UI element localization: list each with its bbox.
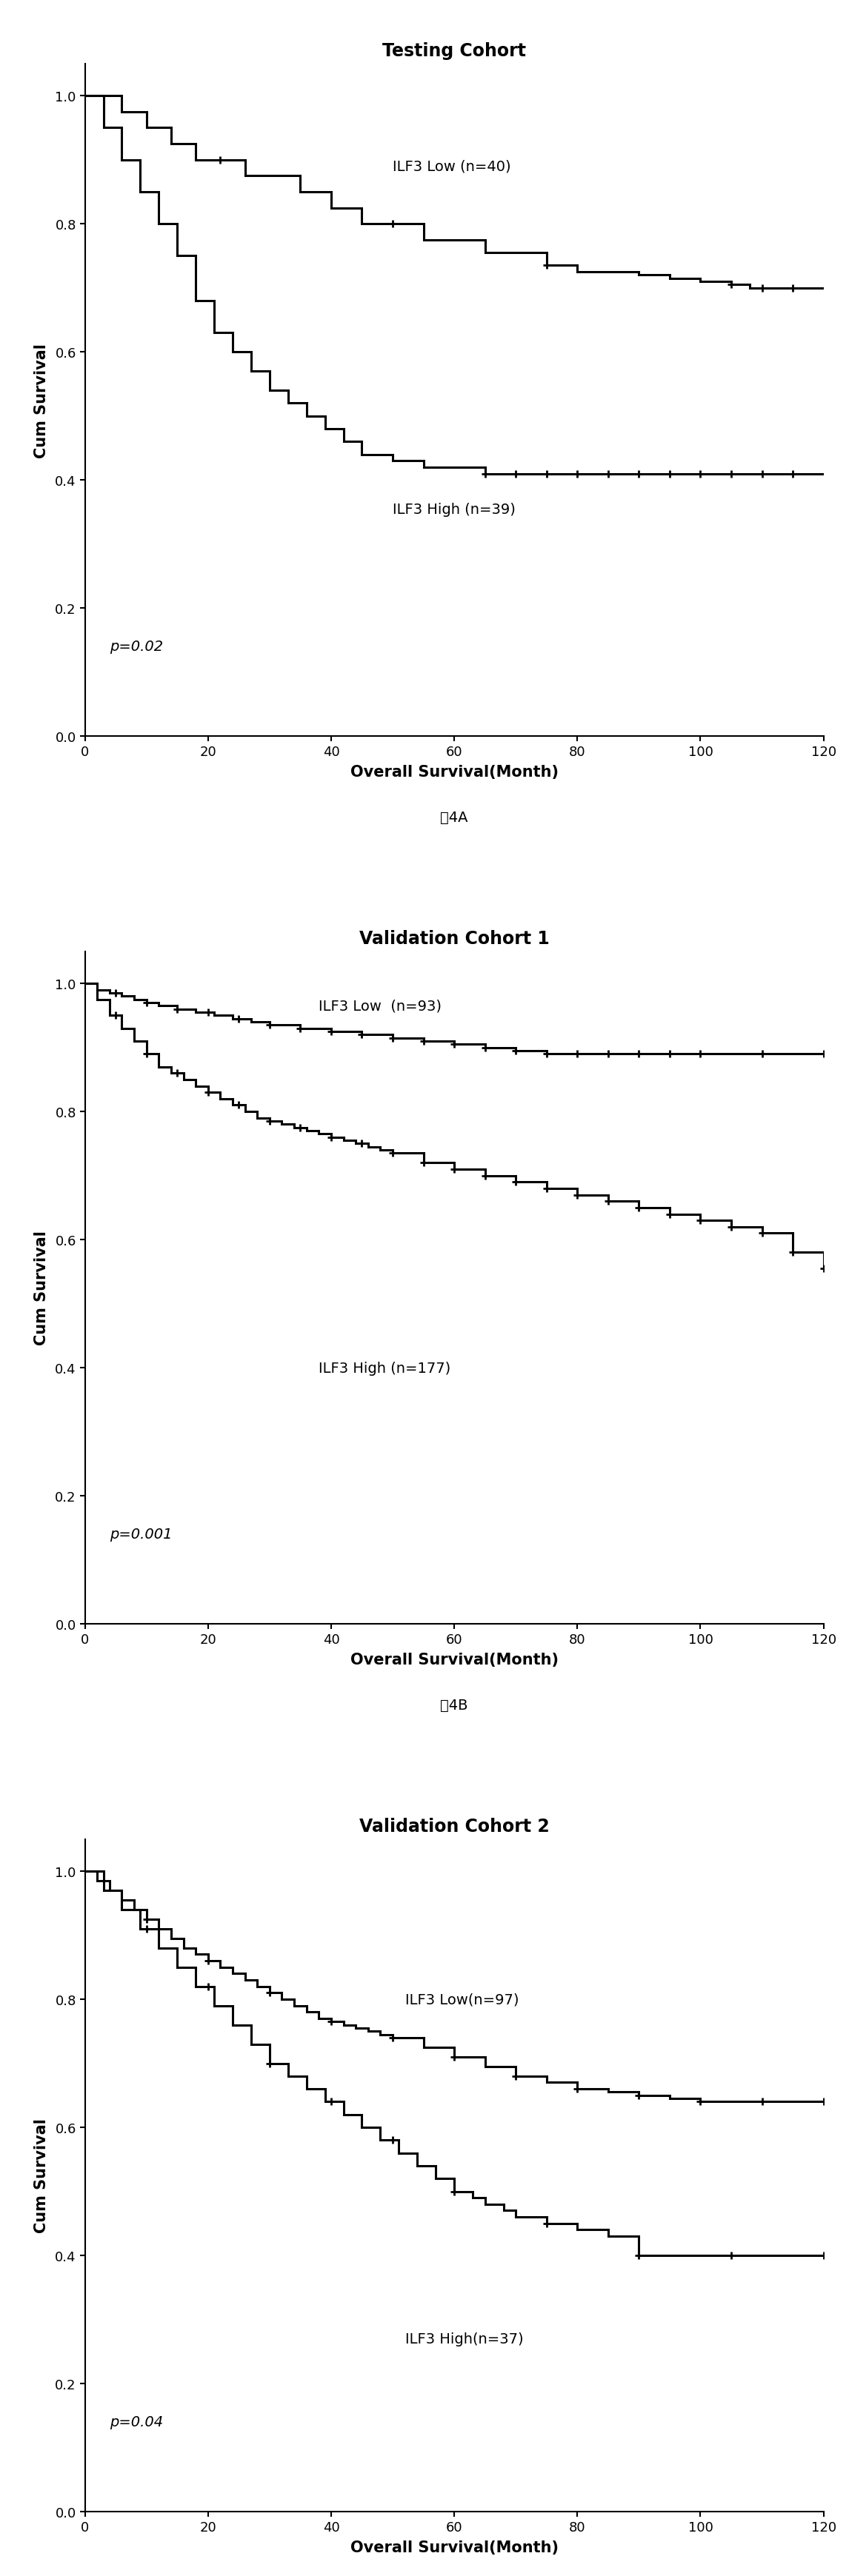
Text: ILF3 High (n=39): ILF3 High (n=39) [392,502,515,515]
Text: p=0.04: p=0.04 [110,2414,163,2429]
Y-axis label: Cum Survival: Cum Survival [34,2117,49,2233]
Title: Validation Cohort 1: Validation Cohort 1 [359,930,549,948]
Text: 图4B: 图4B [441,1698,468,1713]
Text: ILF3 Low(n=97): ILF3 Low(n=97) [405,1991,519,2007]
Text: 图4A: 图4A [441,811,468,824]
X-axis label: Overall Survival(Month): Overall Survival(Month) [350,765,559,781]
Title: Validation Cohort 2: Validation Cohort 2 [359,1816,549,1834]
Text: ILF3 Low (n=40): ILF3 Low (n=40) [392,160,511,173]
Y-axis label: Cum Survival: Cum Survival [34,343,49,459]
X-axis label: Overall Survival(Month): Overall Survival(Month) [350,1651,559,1667]
Text: ILF3 Low  (n=93): ILF3 Low (n=93) [319,999,441,1012]
Title: Testing Cohort: Testing Cohort [382,41,526,59]
Text: ILF3 High(n=37): ILF3 High(n=37) [405,2331,523,2347]
Text: p=0.001: p=0.001 [110,1528,172,1540]
Text: ILF3 High (n=177): ILF3 High (n=177) [319,1360,451,1376]
Text: p=0.02: p=0.02 [110,639,163,654]
X-axis label: Overall Survival(Month): Overall Survival(Month) [350,2540,559,2555]
Y-axis label: Cum Survival: Cum Survival [34,1231,49,1345]
